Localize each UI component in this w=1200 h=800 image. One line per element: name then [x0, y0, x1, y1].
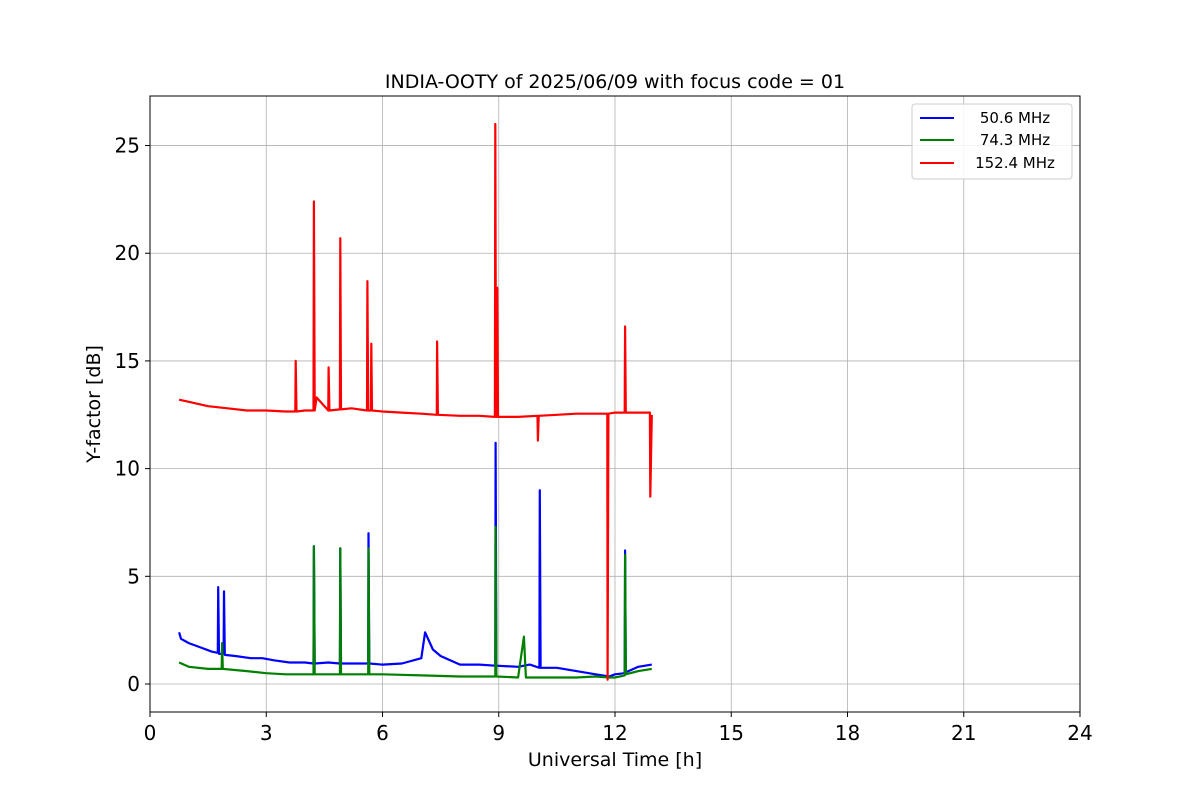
y-tick-label: 5: [127, 564, 140, 588]
x-tick-label: 21: [951, 721, 976, 745]
y-tick-label: 20: [115, 241, 140, 265]
chart-title: INDIA-OOTY of 2025/06/09 with focus code…: [385, 71, 845, 93]
x-tick-label: 12: [602, 721, 627, 745]
y-axis-label: Y-factor [dB]: [83, 345, 105, 464]
legend-label-74-3: 74.3 MHz: [980, 131, 1050, 149]
y-tick-label: 0: [127, 672, 140, 696]
y-tick-label: 15: [115, 349, 140, 373]
y-tick-label: 10: [115, 457, 140, 481]
x-axis-label: Universal Time [h]: [528, 749, 702, 771]
x-tick-label: 15: [719, 721, 744, 745]
legend-label-152-4: 152.4 MHz: [975, 154, 1055, 172]
y-tick-label: 25: [115, 134, 140, 158]
series-line-152-4-mhz: [178, 122, 653, 681]
series-line-74-3-mhz: [178, 525, 652, 679]
legend: 50.6 MHz 74.3 MHz 152.4 MHz: [911, 103, 1073, 180]
x-tick-label: 6: [376, 721, 389, 745]
x-tick-label: 9: [492, 721, 505, 745]
x-tick-label: 18: [835, 721, 860, 745]
x-tick-label: 24: [1067, 721, 1092, 745]
series-lines: [178, 122, 653, 681]
legend-label-50-6: 50.6 MHz: [980, 109, 1050, 127]
x-tick-label: 0: [144, 721, 157, 745]
legend-box: [911, 103, 1073, 180]
x-tick-label: 3: [260, 721, 273, 745]
axis-ticks: 0 3 6 9 12 15 18 21 24 0 5 10 15 20 25: [115, 134, 1093, 745]
